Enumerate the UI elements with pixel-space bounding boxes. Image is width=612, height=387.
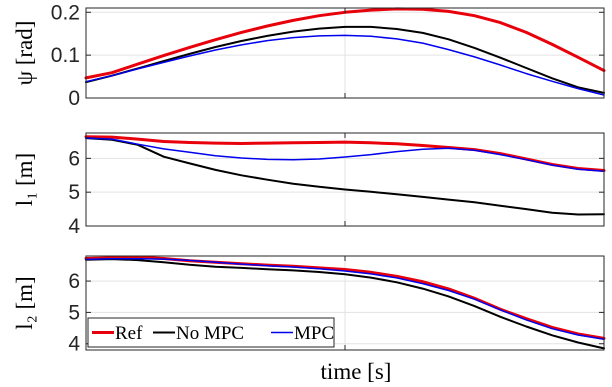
y-axis-label: ψ [rad] bbox=[12, 21, 37, 86]
y-tick-label: 0 bbox=[68, 87, 80, 110]
y-tick-label: 6 bbox=[68, 270, 80, 293]
series-line-mpc bbox=[85, 34, 605, 96]
legend-label-ref: Ref bbox=[115, 323, 143, 344]
series-line-no-mpc bbox=[85, 137, 605, 216]
legend: Ref No MPC MPC bbox=[87, 317, 335, 348]
series-line-mpc bbox=[85, 258, 605, 341]
y-tick-label: 0.2 bbox=[51, 1, 80, 24]
series-line-no-mpc bbox=[85, 25, 605, 94]
y-tick-label: 6 bbox=[68, 147, 80, 170]
y-tick-label: 5 bbox=[68, 301, 80, 324]
y-axis-label: l₁ [m] bbox=[12, 153, 37, 206]
legend-label-no-mpc: No MPC bbox=[176, 323, 244, 344]
y-tick-label: 4 bbox=[68, 215, 80, 238]
series-line-ref bbox=[84, 135, 606, 172]
y-tick-label: 4 bbox=[68, 333, 80, 356]
plot-panel-3: 4 5 6 l₂ [m] Ref No MPC MPC bbox=[12, 255, 606, 356]
plot-panel-1: 0 0.1 0.2 ψ [rad] bbox=[12, 1, 606, 110]
series-line-mpc bbox=[85, 137, 605, 172]
y-tick-label: 0.1 bbox=[51, 44, 80, 67]
x-axis-label: time [s] bbox=[321, 359, 392, 384]
plot-panel-2: 4 5 6 l₁ [m] bbox=[12, 132, 606, 238]
y-tick-label: 5 bbox=[68, 181, 80, 204]
y-axis-label: l₂ [m] bbox=[12, 276, 37, 329]
legend-label-mpc: MPC bbox=[294, 323, 334, 344]
series-line-no-mpc bbox=[85, 258, 605, 350]
